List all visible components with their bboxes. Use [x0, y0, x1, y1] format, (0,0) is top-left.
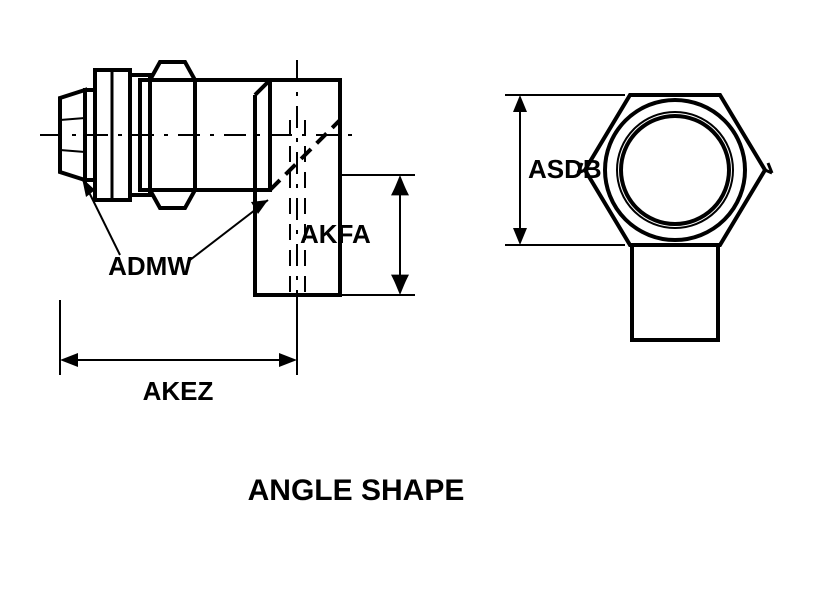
angle-shape-diagram: AKFA AKEZ ADMW [0, 0, 816, 604]
figure-title: ANGLE SHAPE [248, 474, 465, 507]
asdb-label: ASDB [528, 154, 602, 184]
end-view: ASDB [505, 95, 772, 340]
akez-label: AKEZ [143, 376, 214, 406]
admw-label: ADMW [108, 251, 192, 281]
akfa-label: AKFA [300, 219, 371, 249]
side-view: AKFA AKEZ ADMW [40, 60, 415, 406]
